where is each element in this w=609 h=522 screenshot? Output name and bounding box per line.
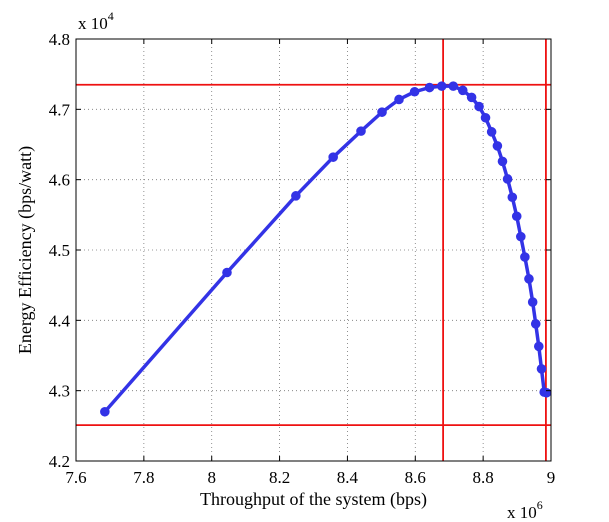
x-tick-label: 9 <box>547 468 556 487</box>
y-tick-label: 4.8 <box>49 30 70 49</box>
data-point <box>497 156 508 167</box>
y-tick-label: 4.5 <box>49 241 70 260</box>
y-tick-label: 4.7 <box>49 100 71 119</box>
y-axis-title: Energy Efficiency (bps/watt) <box>15 146 36 354</box>
x-tick-label: 8 <box>207 468 216 487</box>
data-point <box>516 231 526 242</box>
data-point <box>356 126 366 136</box>
x-tick-label: 8.8 <box>473 468 494 487</box>
data-point <box>409 86 420 97</box>
data-point <box>394 94 404 105</box>
data-point <box>536 364 547 374</box>
x-multiplier-base: x 10 <box>507 503 537 522</box>
x-tick-label: 7.8 <box>133 468 154 487</box>
data-point <box>530 319 541 329</box>
data-point <box>486 127 497 137</box>
data-point <box>474 101 484 112</box>
data-point <box>466 92 477 103</box>
ticks <box>75 38 552 462</box>
data-point <box>100 406 110 417</box>
data-point <box>520 252 530 262</box>
y-tick-label: 4.4 <box>49 311 71 330</box>
data-point <box>457 85 468 96</box>
data-point <box>436 81 447 91</box>
data-point <box>533 341 544 352</box>
x-tick-label: 8.4 <box>337 468 359 487</box>
y-multiplier-exponent: 4 <box>108 9 114 23</box>
data-point <box>492 141 503 151</box>
x-axis-multiplier: x 106 <box>507 498 543 522</box>
data-point <box>328 152 338 162</box>
y-tick-label: 4.6 <box>49 171 70 190</box>
tick-labels: 7.6 7.8 8 8.2 8.4 8.6 8.8 9 4.2 4.3 4.4 4.5 4.6 4.7 4.… <box>49 30 556 487</box>
data-point <box>448 81 459 91</box>
x-tick-label: 7.6 <box>65 468 86 487</box>
data-point <box>424 82 435 93</box>
x-tick-label: 8.6 <box>405 468 426 487</box>
data-point <box>541 387 552 398</box>
series <box>100 81 552 417</box>
data-point <box>480 112 491 123</box>
y-multiplier-base: x 10 <box>78 14 108 33</box>
x-axis-title: Throughput of the system (bps) <box>200 489 427 510</box>
data-point <box>222 267 232 278</box>
data-point <box>527 297 538 307</box>
y-tick-label: 4.3 <box>49 382 70 401</box>
x-multiplier-exponent: 6 <box>537 498 543 512</box>
data-point <box>507 192 518 203</box>
y-tick-label: 4.2 <box>49 452 70 471</box>
series-line <box>103 84 548 413</box>
data-point <box>291 191 301 201</box>
data-point <box>502 174 513 184</box>
data-point <box>377 107 387 117</box>
data-point <box>524 274 534 284</box>
y-axis-multiplier: x 104 <box>78 9 114 33</box>
data-point <box>511 211 522 222</box>
x-tick-label: 8.2 <box>269 468 290 487</box>
